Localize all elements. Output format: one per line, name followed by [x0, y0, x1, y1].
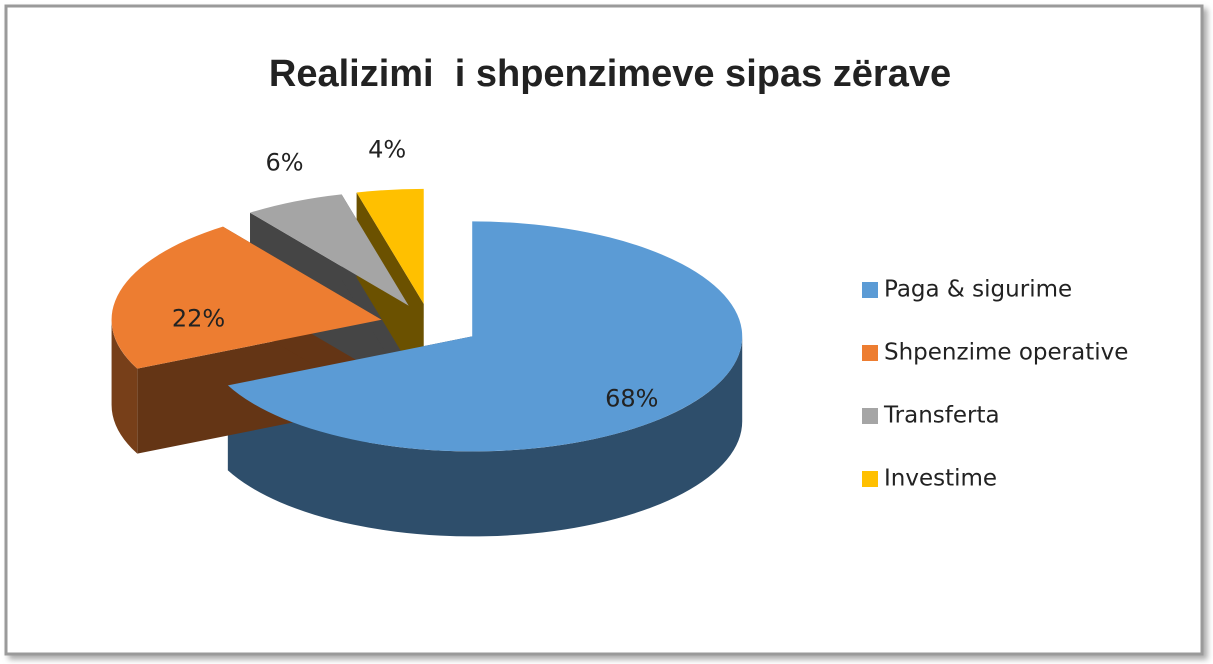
data-label: 6% — [266, 148, 304, 176]
legend-swatch — [862, 408, 878, 424]
pie-slice — [356, 188, 424, 304]
legend-swatch — [862, 282, 878, 298]
legend-label: Transferta — [883, 403, 1000, 429]
legend-swatch — [862, 471, 878, 487]
slice-side — [227, 336, 743, 537]
pie-slice — [250, 194, 409, 306]
data-label: 4% — [368, 136, 406, 164]
pie-slice — [111, 226, 382, 369]
legend-label: Paga & sigurime — [884, 277, 1072, 303]
legend-label: Shpenzime operative — [884, 340, 1128, 366]
data-label: 22% — [172, 305, 225, 333]
slice-tops — [111, 188, 743, 452]
slice-side — [111, 319, 138, 454]
legend-swatch — [862, 345, 878, 361]
data-label: 68% — [605, 385, 658, 413]
chart-title: Realizimi i shpenzimeve sipas zërave — [269, 53, 951, 95]
legend-label: Investime — [884, 466, 997, 492]
pie-slice — [227, 221, 743, 452]
